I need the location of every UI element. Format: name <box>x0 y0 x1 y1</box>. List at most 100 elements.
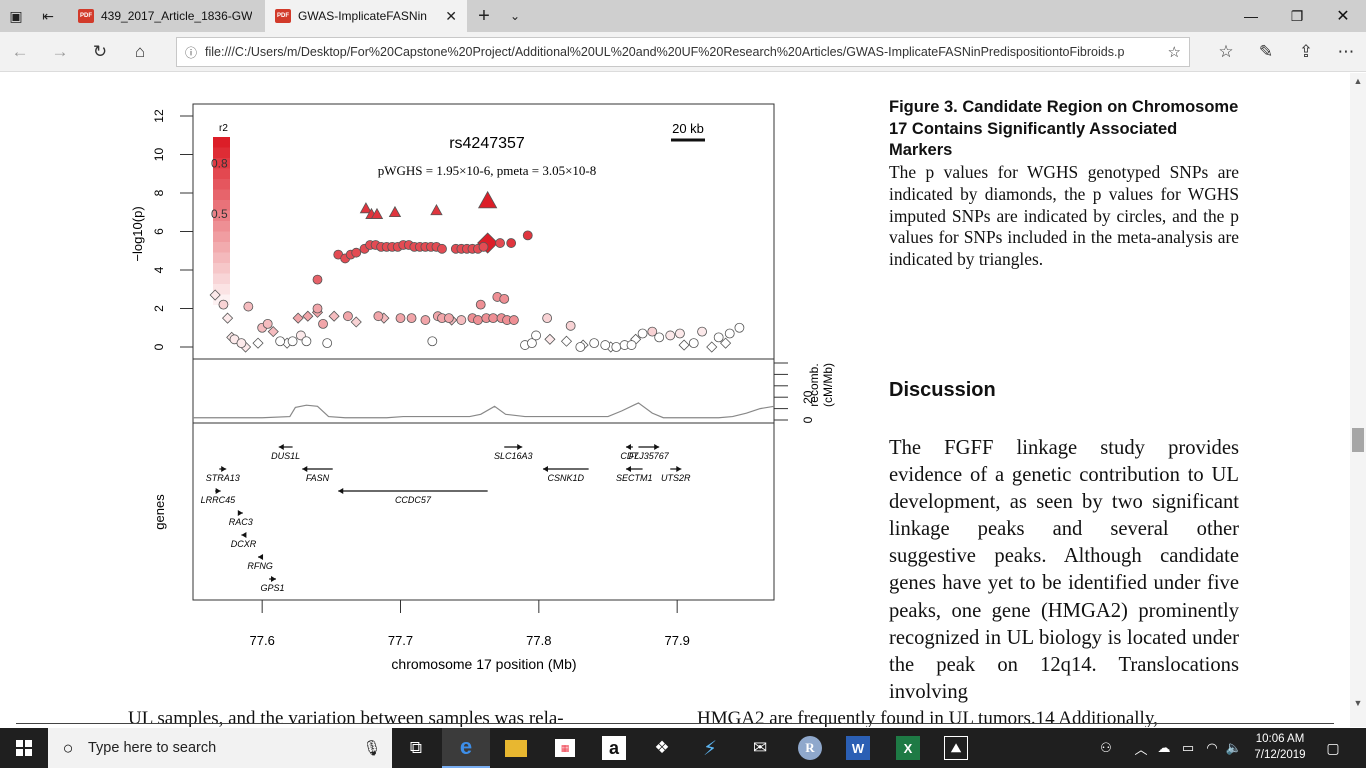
amazon-icon[interactable]: a <box>590 728 638 768</box>
snp-circle <box>697 326 707 337</box>
onedrive-cloud-icon[interactable]: ☁ <box>1157 740 1171 755</box>
snp-triangle <box>430 204 443 216</box>
gene-arrowhead <box>302 466 308 472</box>
r2-legend-step <box>213 210 230 221</box>
r2-legend-step <box>213 294 230 305</box>
tab-article-1836[interactable]: PDF 439_2017_Article_1836-GW <box>68 0 264 32</box>
scroll-down-icon[interactable]: ▼ <box>1353 698 1363 708</box>
set-tabs-aside-icon[interactable]: ⇤ <box>42 7 54 24</box>
caption-title: Figure 3. Candidate Region on Chromosome… <box>889 98 1239 160</box>
word-icon[interactable]: W <box>834 728 882 768</box>
snp-circle <box>262 318 273 329</box>
favorite-star-icon[interactable]: ☆ <box>1167 44 1181 61</box>
tab-actions-icon[interactable]: ▣ <box>9 7 23 24</box>
start-button[interactable] <box>0 728 48 768</box>
r-app-icon[interactable]: R <box>786 728 834 768</box>
edge-icon[interactable]: e <box>442 728 490 768</box>
gene-arrowhead <box>625 444 631 450</box>
gene-arrowhead <box>676 466 682 472</box>
recomb-label: recomb. <box>807 363 821 406</box>
scroll-thumb[interactable] <box>1352 428 1364 452</box>
gene-arrowhead <box>517 444 523 450</box>
wifi-icon[interactable]: ◠ <box>1206 740 1218 755</box>
r2-legend-step <box>213 263 230 274</box>
recombination-panel <box>192 358 775 424</box>
gene-label: SECTM1 <box>616 473 653 483</box>
y-tick-label: 2 <box>152 305 166 312</box>
snp-circle <box>724 328 735 339</box>
genes-panel <box>192 422 775 601</box>
clock[interactable]: 10:06 AM 7/12/2019 <box>1244 731 1316 763</box>
notifications-icon[interactable]: ▢ <box>1326 739 1340 756</box>
x-tick-label: 77.7 <box>388 633 413 648</box>
snp-circle <box>243 301 254 312</box>
favorites-icon[interactable]: ☆ <box>1218 42 1234 61</box>
gene-arrowhead <box>625 466 631 472</box>
notes-pen-icon[interactable]: ✎ <box>1258 42 1274 61</box>
more-icon[interactable]: ⋯ <box>1337 42 1355 61</box>
vertical-scrollbar[interactable]: ▲ ▼ <box>1350 73 1366 727</box>
snp-circle <box>343 311 353 322</box>
address-bar[interactable]: ⓘ file:///C:/Users/m/Desktop/For%20Capst… <box>176 37 1190 67</box>
tab-gwas-fasn[interactable]: PDF GWAS-ImplicateFASNin ✕ <box>265 0 467 32</box>
store-icon[interactable]: ▦ <box>541 728 589 768</box>
r2-legend-label: r2 <box>219 123 228 134</box>
taskbar-search-box[interactable]: ○ Type here to search 🎙 <box>48 728 392 768</box>
people-icon[interactable]: ⚇ <box>1100 740 1112 755</box>
scroll-up-icon[interactable]: ▲ <box>1353 76 1363 86</box>
r2-legend: 0.8 0.5 <box>211 137 230 305</box>
gene-arrowhead <box>241 532 247 538</box>
snp-diamond <box>267 326 279 338</box>
battery-icon[interactable]: ▭ <box>1181 740 1195 755</box>
close-window-icon[interactable]: ✕ <box>1336 8 1350 25</box>
x-tick-label: 77.8 <box>526 633 551 648</box>
snp-circle <box>626 340 637 350</box>
snp-circle <box>444 313 454 324</box>
excel-icon[interactable]: X <box>884 728 932 768</box>
gene-arrowhead <box>215 488 221 494</box>
info-icon[interactable]: ⓘ <box>184 45 197 60</box>
r2-legend-step <box>213 179 230 190</box>
close-tab-icon[interactable]: ✕ <box>445 8 457 24</box>
genes-label: genes <box>152 494 167 530</box>
tab-list-chevron-icon[interactable]: ⌄ <box>509 9 521 23</box>
snp-circle <box>318 318 328 329</box>
snp-diamond <box>252 337 264 349</box>
gene-label: LRRC45 <box>201 495 237 505</box>
task-view-icon[interactable]: ⧉ <box>409 738 423 757</box>
minimize-icon[interactable]: — <box>1244 8 1258 24</box>
snp-circle <box>218 299 229 310</box>
snp-circle <box>665 330 676 341</box>
r2-legend-step <box>213 221 230 232</box>
address-url[interactable]: file:///C:/Users/m/Desktop/For%20Capston… <box>205 45 1125 59</box>
gene-label: RAC3 <box>229 517 253 527</box>
snp-circle <box>506 238 517 248</box>
file-explorer-icon[interactable] <box>492 728 540 768</box>
search-placeholder[interactable]: Type here to search <box>88 740 217 756</box>
snp-points <box>209 190 745 353</box>
snp-circle <box>531 330 541 341</box>
caption-body: The p values for WGHS genotyped SNPs are… <box>889 162 1239 269</box>
new-tab-icon[interactable]: + <box>478 4 490 27</box>
clock-time: 10:06 AM <box>1255 733 1305 745</box>
refresh-icon[interactable]: ↻ <box>92 42 108 61</box>
mail-icon[interactable]: ✉ <box>752 738 768 757</box>
volume-icon[interactable]: 🔈 <box>1225 740 1243 755</box>
x-tick-label: 77.6 <box>250 633 275 648</box>
show-hidden-icons-chevron-icon[interactable]: ︿ <box>1134 741 1148 757</box>
snp-diamond <box>209 289 221 301</box>
gene-arrowhead <box>271 576 276 582</box>
photos-icon[interactable]: ⛰ <box>932 728 980 768</box>
bolt-app-icon[interactable]: ⚡ <box>702 737 718 760</box>
gene-arrowhead <box>258 554 264 560</box>
tab-title: 439_2017_Article_1836-GW <box>101 9 253 23</box>
back-arrow-icon[interactable]: ← <box>11 42 29 61</box>
share-icon[interactable]: ⇪ <box>1298 42 1314 61</box>
snp-circle <box>734 322 745 333</box>
home-icon[interactable]: ⌂ <box>134 42 146 61</box>
forward-arrow-icon[interactable]: → <box>51 42 69 61</box>
restore-icon[interactable]: ❐ <box>1290 7 1304 24</box>
dropbox-icon[interactable]: ❖ <box>654 738 670 757</box>
microphone-icon[interactable]: 🎙 <box>362 740 382 757</box>
snp-circle <box>475 299 486 310</box>
